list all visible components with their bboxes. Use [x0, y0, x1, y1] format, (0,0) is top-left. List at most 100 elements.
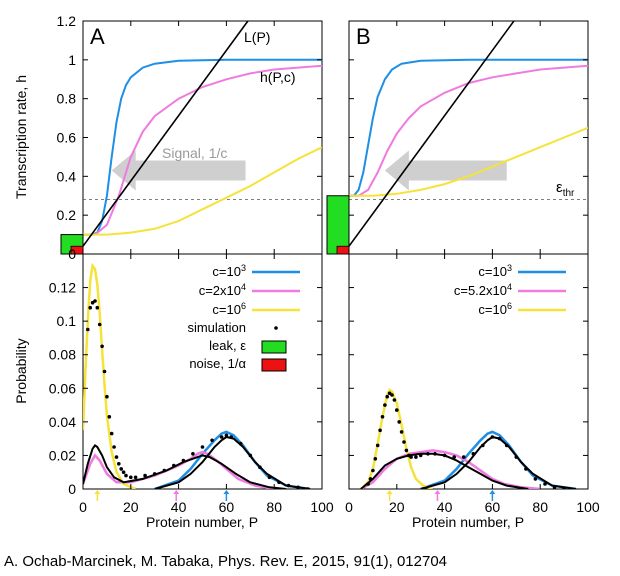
simulation-point: [504, 443, 509, 448]
panel-label-A: A: [90, 24, 105, 49]
simulation-point: [129, 475, 133, 480]
simulation-point: [238, 441, 243, 446]
citation-text: A. Ochab-Marcinek, M. Tabaka, Phys. Rev.…: [4, 553, 447, 570]
noise-bar: [336, 245, 350, 255]
simulation-point: [383, 403, 387, 407]
simulation-point: [368, 477, 373, 481]
simulation-point: [371, 468, 375, 473]
simulation-point: [442, 453, 447, 458]
mean-arrowhead-blue: [489, 490, 496, 494]
simulation-point: [409, 455, 413, 459]
simulation-point: [219, 435, 224, 439]
simulation-point: [490, 435, 495, 439]
simulation-point: [133, 475, 138, 480]
x-tick-label: 20: [389, 499, 405, 515]
mean-arrowhead-yellow: [386, 490, 393, 494]
simulation-point: [267, 475, 272, 480]
legend-B-entry-3: c=106: [478, 301, 512, 317]
legend-A-entry-5: leak, ε: [209, 338, 246, 353]
x-tick-label: 0: [79, 499, 87, 515]
simulation-point: [471, 452, 476, 456]
simulation-point: [497, 436, 502, 441]
y-tick-label: 0.1: [57, 313, 77, 329]
line-LP: [349, 21, 515, 247]
simulation-point: [224, 433, 229, 438]
simulation-point: [210, 438, 214, 443]
simulation-point: [97, 322, 102, 327]
pdf-yellow: [360, 388, 434, 489]
y-tick-label: 0.08: [49, 347, 76, 363]
pdf-blue: [420, 430, 577, 489]
pdf-pink: [360, 449, 541, 489]
simulation-point: [426, 452, 430, 456]
y-axis-title-bottom: Probability: [13, 338, 29, 403]
panel-B-top-frame: [348, 20, 589, 255]
y-tick-label: 0.02: [49, 447, 76, 463]
A-bottom-clipped: [83, 262, 311, 489]
simulation-point: [366, 482, 370, 486]
simulation-point: [433, 452, 437, 456]
x-tick-label: 0: [345, 499, 353, 515]
x-tick-label: 80: [266, 499, 282, 515]
x-tick-label: 100: [310, 499, 334, 515]
y-tick-label: 0.6: [57, 130, 77, 146]
simulation-point: [162, 468, 167, 473]
simulation-point: [399, 430, 404, 434]
simulation-point: [119, 467, 123, 471]
threshold-label: εthr: [556, 179, 575, 199]
simulation-point: [385, 394, 390, 399]
legend-B-entry-2: c=5.2x104: [454, 282, 512, 298]
mean-arrowhead-blue: [223, 490, 230, 494]
simulation-point: [418, 453, 423, 458]
curve-pink: [349, 64, 588, 197]
simulation-point: [93, 299, 97, 303]
simulation-point: [258, 465, 262, 470]
simulation-point: [397, 420, 402, 424]
panel-B-top-plot: [326, 21, 588, 255]
panel-A-top-plot: [60, 21, 322, 255]
simulation-point: [114, 455, 119, 459]
panel-A-bottom-frame: [82, 253, 323, 490]
simulation-point: [296, 485, 300, 489]
legend-A-entry-4: simulation: [187, 320, 246, 335]
line-label-LP: L(P): [244, 29, 270, 45]
y-tick-label: 0.12: [49, 280, 76, 296]
curve-yellow: [83, 146, 322, 236]
legend-A-entry-6: noise, 1/α: [189, 356, 246, 371]
simulation-point: [373, 457, 378, 461]
simulation-point: [181, 458, 186, 463]
legend-B: c=103 c=5.2x104 c=106: [454, 263, 566, 317]
pdf-pink: [83, 450, 275, 489]
B-bottom-clipped: [360, 388, 577, 489]
legend-A-swatch-6: [261, 358, 287, 372]
panel-B-bottom-frame: [348, 253, 589, 490]
simulation-point: [277, 480, 281, 485]
simulation-point: [191, 452, 195, 456]
y-tick-label: 0.04: [49, 414, 76, 430]
x-tick-label: 100: [576, 499, 600, 515]
line-LP: [83, 21, 249, 247]
simulation-point: [378, 428, 382, 433]
component-curve-1: [83, 444, 287, 489]
simulation-point: [95, 305, 100, 310]
simulation-point: [562, 487, 566, 489]
simulation-point: [102, 369, 107, 374]
legend-A-swatch-5: [261, 340, 287, 354]
simulation-point: [143, 473, 147, 478]
y-tick-label: 0.4: [57, 168, 77, 184]
simulation-point: [305, 487, 310, 489]
y-tick-label: 0.2: [57, 207, 77, 223]
y-tick-label: 0.8: [57, 91, 77, 107]
panel-label-B: B: [356, 24, 371, 49]
simulation-point: [100, 344, 104, 349]
simulation-point: [200, 445, 205, 449]
simulation-point: [380, 415, 385, 419]
A-top-clipped: [83, 21, 322, 247]
simulation-point: [514, 455, 519, 459]
simulation-point: [414, 455, 418, 459]
x-tick-label: 40: [171, 499, 187, 515]
curve-blue: [349, 58, 588, 197]
x-tick-label: 80: [532, 499, 548, 515]
simulation-point: [392, 398, 397, 402]
